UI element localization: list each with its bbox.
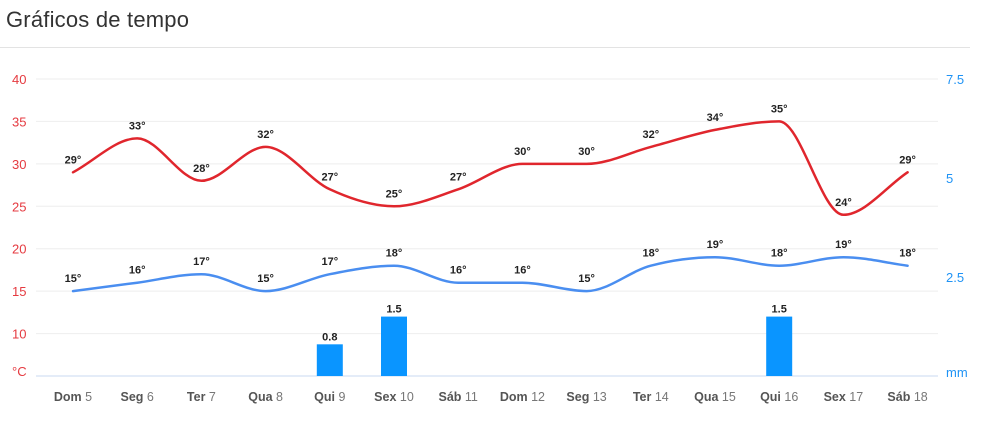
left-axis-tick: 20 — [12, 242, 26, 257]
x-axis-date: 18 — [910, 390, 927, 404]
x-axis-date: 9 — [335, 390, 345, 404]
max-temp-label: 32° — [257, 129, 274, 141]
x-axis-label: Qua 15 — [694, 390, 736, 404]
precipitation-label: 0.8 — [322, 331, 337, 343]
x-axis-day: Seg — [566, 390, 589, 404]
left-axis-tick: 10 — [12, 327, 26, 342]
x-axis-date: 5 — [82, 390, 92, 404]
x-axis-date: 13 — [589, 390, 606, 404]
gridlines — [36, 78, 938, 335]
max-temp-label: 29° — [899, 154, 916, 166]
min-temp-label: 15° — [578, 273, 595, 285]
x-axis-day: Qua — [248, 390, 273, 404]
page-title: Gráficos de tempo — [6, 7, 190, 32]
x-axis-date: 15 — [718, 390, 735, 404]
min-temp-label: 16° — [450, 265, 467, 277]
left-axis-tick: 40 — [12, 72, 26, 87]
max-temp-label: 30° — [514, 146, 531, 158]
x-axis-date: 11 — [461, 390, 477, 404]
right-axis-tick: 5 — [946, 171, 953, 186]
x-axis-day: Qui — [314, 390, 335, 404]
x-axis-date: 8 — [273, 390, 283, 404]
x-axis-label: Sáb 11 — [439, 390, 478, 404]
min-temp-label: 18° — [899, 248, 916, 260]
min-temp-label: 16° — [129, 265, 146, 277]
max-temp-label: 33° — [129, 120, 146, 132]
max-temp-label: 32° — [642, 129, 659, 141]
precipitation-label: 1.5 — [386, 304, 401, 316]
x-axis-label: Seg 13 — [566, 390, 606, 404]
x-axis-label: Sáb 18 — [887, 390, 927, 404]
min-temp-label: 17° — [321, 256, 338, 268]
left-axis: 40 35 30 25 20 15 10 °C — [12, 72, 27, 379]
x-axis-day: Qui — [760, 390, 781, 404]
left-axis-unit: °C — [12, 364, 27, 379]
precipitation-bar — [381, 316, 407, 376]
x-axis-label: Ter 14 — [633, 390, 669, 404]
x-axis-day: Seg — [121, 390, 144, 404]
x-axis-label: Sex 17 — [824, 390, 864, 404]
right-axis-tick: 7.5 — [946, 72, 964, 87]
min-temp-label: 18° — [642, 248, 659, 260]
max-temp-label: 27° — [450, 171, 467, 183]
x-axis-label: Dom 12 — [500, 390, 545, 404]
left-axis-tick: 30 — [12, 157, 26, 172]
x-axis-day: Dom — [500, 390, 528, 404]
right-axis-tick: 2.5 — [946, 270, 964, 285]
min-temp-label: 19° — [835, 239, 852, 251]
max-temp-label: 24° — [835, 197, 852, 209]
min-temp-label: 15° — [257, 273, 274, 285]
x-axis-date: 17 — [846, 390, 863, 404]
x-axis-label: Qua 8 — [248, 390, 283, 404]
right-axis-unit: mm — [946, 365, 968, 380]
precipitation-label: 1.5 — [772, 304, 787, 316]
x-axis-label: Qui 16 — [760, 390, 798, 404]
x-axis-label: Dom 5 — [54, 390, 92, 404]
min-temp-series: 15° 16° 17° 15° 17° 18° 16° 16° 15° 18° 19° 18° 19° 1… — [65, 239, 916, 293]
x-axis-day: Sáb — [887, 390, 910, 404]
x-axis-date: 12 — [528, 390, 545, 404]
x-axis-label: Seg 6 — [121, 390, 154, 404]
x-axis-day: Dom — [54, 390, 82, 404]
left-axis-tick: 15 — [12, 284, 26, 299]
x-axis-date: 16 — [781, 390, 798, 404]
header: Gráficos de tempo — [0, 0, 970, 48]
x-axis-label: Ter 7 — [187, 390, 216, 404]
min-temp-label: 17° — [193, 256, 210, 268]
x-axis-day: Sáb — [439, 390, 462, 404]
precipitation-bar — [766, 316, 793, 376]
x-axis-label: Sex 10 — [374, 390, 414, 404]
min-temp-line — [71, 255, 909, 293]
x-axis-day: Qua — [694, 390, 719, 404]
x-axis: Dom 5 Seg 6 Ter 7 Qua 8 Qui 9 Sex 10 Sáb 11 Dom… — [54, 390, 928, 404]
max-temp-label: 25° — [386, 188, 403, 200]
min-temp-label: 19° — [707, 239, 724, 251]
x-axis-date: 6 — [143, 390, 153, 404]
x-axis-date: 14 — [651, 390, 668, 404]
max-temp-series: 29° 33° 28° 32° 27° 25° 27° 30° 30° 32° 34° 35° 24° 2… — [65, 103, 916, 217]
max-temp-label: 34° — [707, 112, 724, 124]
max-temp-label: 27° — [321, 171, 338, 183]
min-temp-label: 15° — [65, 273, 82, 285]
x-axis-label: Qui 9 — [314, 390, 345, 404]
max-temp-label: 35° — [771, 103, 788, 115]
left-axis-tick: 25 — [12, 199, 26, 214]
x-axis-day: Sex — [374, 390, 396, 404]
max-temp-label: 30° — [578, 146, 595, 158]
precipitation-bar — [316, 344, 343, 376]
x-axis-day: Ter — [633, 390, 652, 404]
left-axis-tick: 35 — [12, 114, 26, 129]
min-temp-label: 18° — [771, 248, 788, 260]
right-axis: 7.5 5 2.5 mm — [946, 72, 968, 380]
max-temp-label: 29° — [65, 154, 82, 166]
x-axis-date: 10 — [396, 390, 413, 404]
precipitation-series: 0.8 1.5 1.5 — [316, 304, 793, 376]
x-axis-day: Ter — [187, 390, 206, 404]
x-axis-date: 7 — [205, 390, 215, 404]
x-axis-day: Sex — [824, 390, 846, 404]
min-temp-label: 16° — [514, 265, 531, 277]
max-temp-label: 28° — [193, 163, 210, 175]
min-temp-label: 18° — [386, 248, 403, 260]
